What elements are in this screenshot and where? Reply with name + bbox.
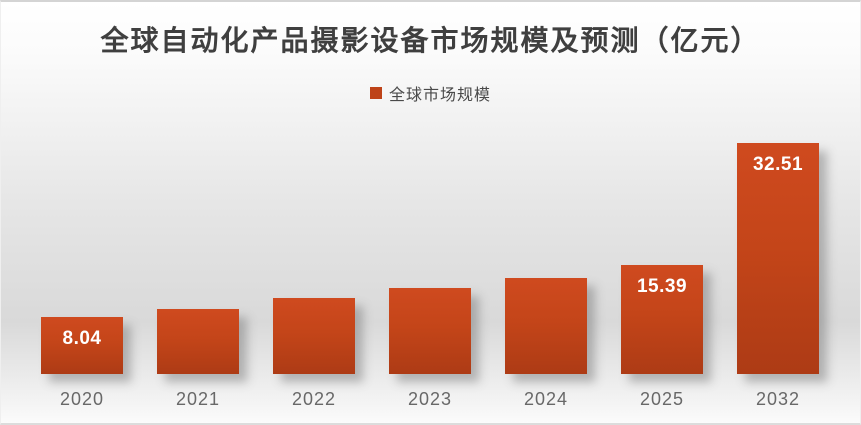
bar-2024 [505, 278, 587, 374]
bar-2022 [273, 298, 355, 374]
legend: 全球市场规模 [1, 81, 860, 105]
chart-title: 全球自动化产品摄影设备市场规模及预测（亿元） [100, 24, 761, 57]
bar-column-2023 [372, 112, 488, 374]
legend-swatch-icon [369, 87, 382, 99]
x-axis-label-2024: 2024 [523, 388, 569, 409]
bar-2032: 32.51 [737, 143, 819, 374]
x-axis-label-2020: 2020 [59, 388, 105, 409]
bar-2023 [389, 288, 471, 374]
bar-2020: 8.04 [41, 317, 123, 374]
bar-column-2032: 32.51 [720, 112, 836, 374]
legend-label: 全球市场规模 [388, 85, 491, 104]
x-axis-label-2032: 2032 [755, 388, 801, 409]
bar-column-2024 [488, 112, 604, 374]
bar-column-2022 [256, 112, 372, 374]
plot-area: 8.04 15.39 32.51 [24, 112, 836, 374]
bar-column-2021 [140, 112, 256, 374]
x-axis-label-2023: 2023 [407, 388, 453, 409]
x-axis-label-2022: 2022 [291, 388, 337, 409]
bar-column-2020: 8.04 [24, 112, 140, 374]
bar-value-label-2025: 15.39 [636, 276, 688, 297]
x-axis-label-2025: 2025 [639, 388, 685, 409]
bar-value-label-2020: 8.04 [62, 328, 102, 349]
bar-column-2025: 15.39 [604, 112, 720, 374]
bar-2021 [157, 309, 239, 374]
x-axis: 2020 2021 2022 2023 2024 2025 2032 [24, 381, 836, 417]
bar-2025: 15.39 [621, 265, 703, 374]
x-axis-label-2021: 2021 [175, 388, 221, 409]
bar-value-label-2032: 32.51 [752, 154, 804, 175]
